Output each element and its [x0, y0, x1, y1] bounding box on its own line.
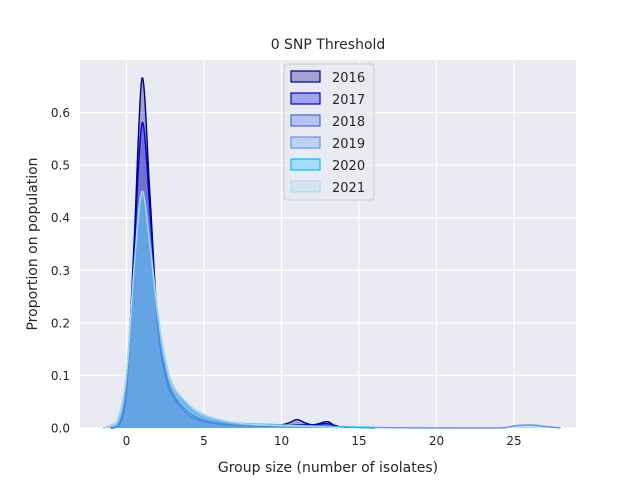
legend-frame: [283, 63, 375, 201]
y-tick-label: 0.2: [51, 316, 70, 330]
y-tick-label: 0.3: [51, 264, 70, 278]
legend-label-2019: 2019: [332, 137, 365, 152]
tick-layer: 0 5 10 15 20 25 0.0 0.1 0.2 0.3 0.4 0.5 0.6: [51, 106, 522, 448]
series-area-2021: [103, 191, 344, 428]
series-layer: [103, 77, 561, 429]
legend-swatch-2020: [290, 158, 321, 171]
x-tick-label: 15: [351, 434, 366, 448]
y-tick-label: 0.0: [51, 422, 70, 436]
legend: 2016 2017 2018 2019 2020 2021: [283, 63, 375, 201]
x-tick-label: 5: [200, 434, 208, 448]
x-tick-label: 10: [274, 434, 289, 448]
y-tick-label: 0.4: [51, 211, 70, 225]
y-tick-label: 0.1: [51, 369, 70, 383]
legend-swatch-2018: [290, 114, 321, 127]
y-tick-label: 0.6: [51, 106, 70, 120]
y-tick-label: 0.5: [51, 159, 70, 173]
legend-swatch-2021: [290, 180, 321, 193]
series-area-2016: [111, 77, 338, 428]
legend-swatch-2017: [290, 92, 321, 105]
x-tick-label: 0: [123, 434, 131, 448]
series-line-2021: [103, 190, 344, 429]
legend-swatch-2016: [290, 70, 321, 83]
legend-label-2017: 2017: [332, 93, 365, 108]
legend-label-2018: 2018: [332, 115, 365, 130]
x-axis-label: Group size (number of isolates): [218, 460, 438, 476]
chart-title: 0 SNP Threshold: [271, 37, 386, 53]
series-area-2017: [111, 122, 344, 429]
legend-label-2016: 2016: [332, 71, 365, 86]
x-tick-label: 25: [506, 434, 521, 448]
legend-label-2020: 2020: [332, 159, 365, 174]
series-line-2016: [110, 77, 338, 429]
series-area-2019: [103, 196, 561, 428]
y-axis-label: Proportion on population: [25, 157, 41, 330]
series-area-2020: [103, 191, 375, 428]
x-tick-label: 20: [429, 434, 444, 448]
legend-label-2021: 2021: [332, 181, 365, 196]
legend-swatch-2019: [290, 136, 321, 149]
